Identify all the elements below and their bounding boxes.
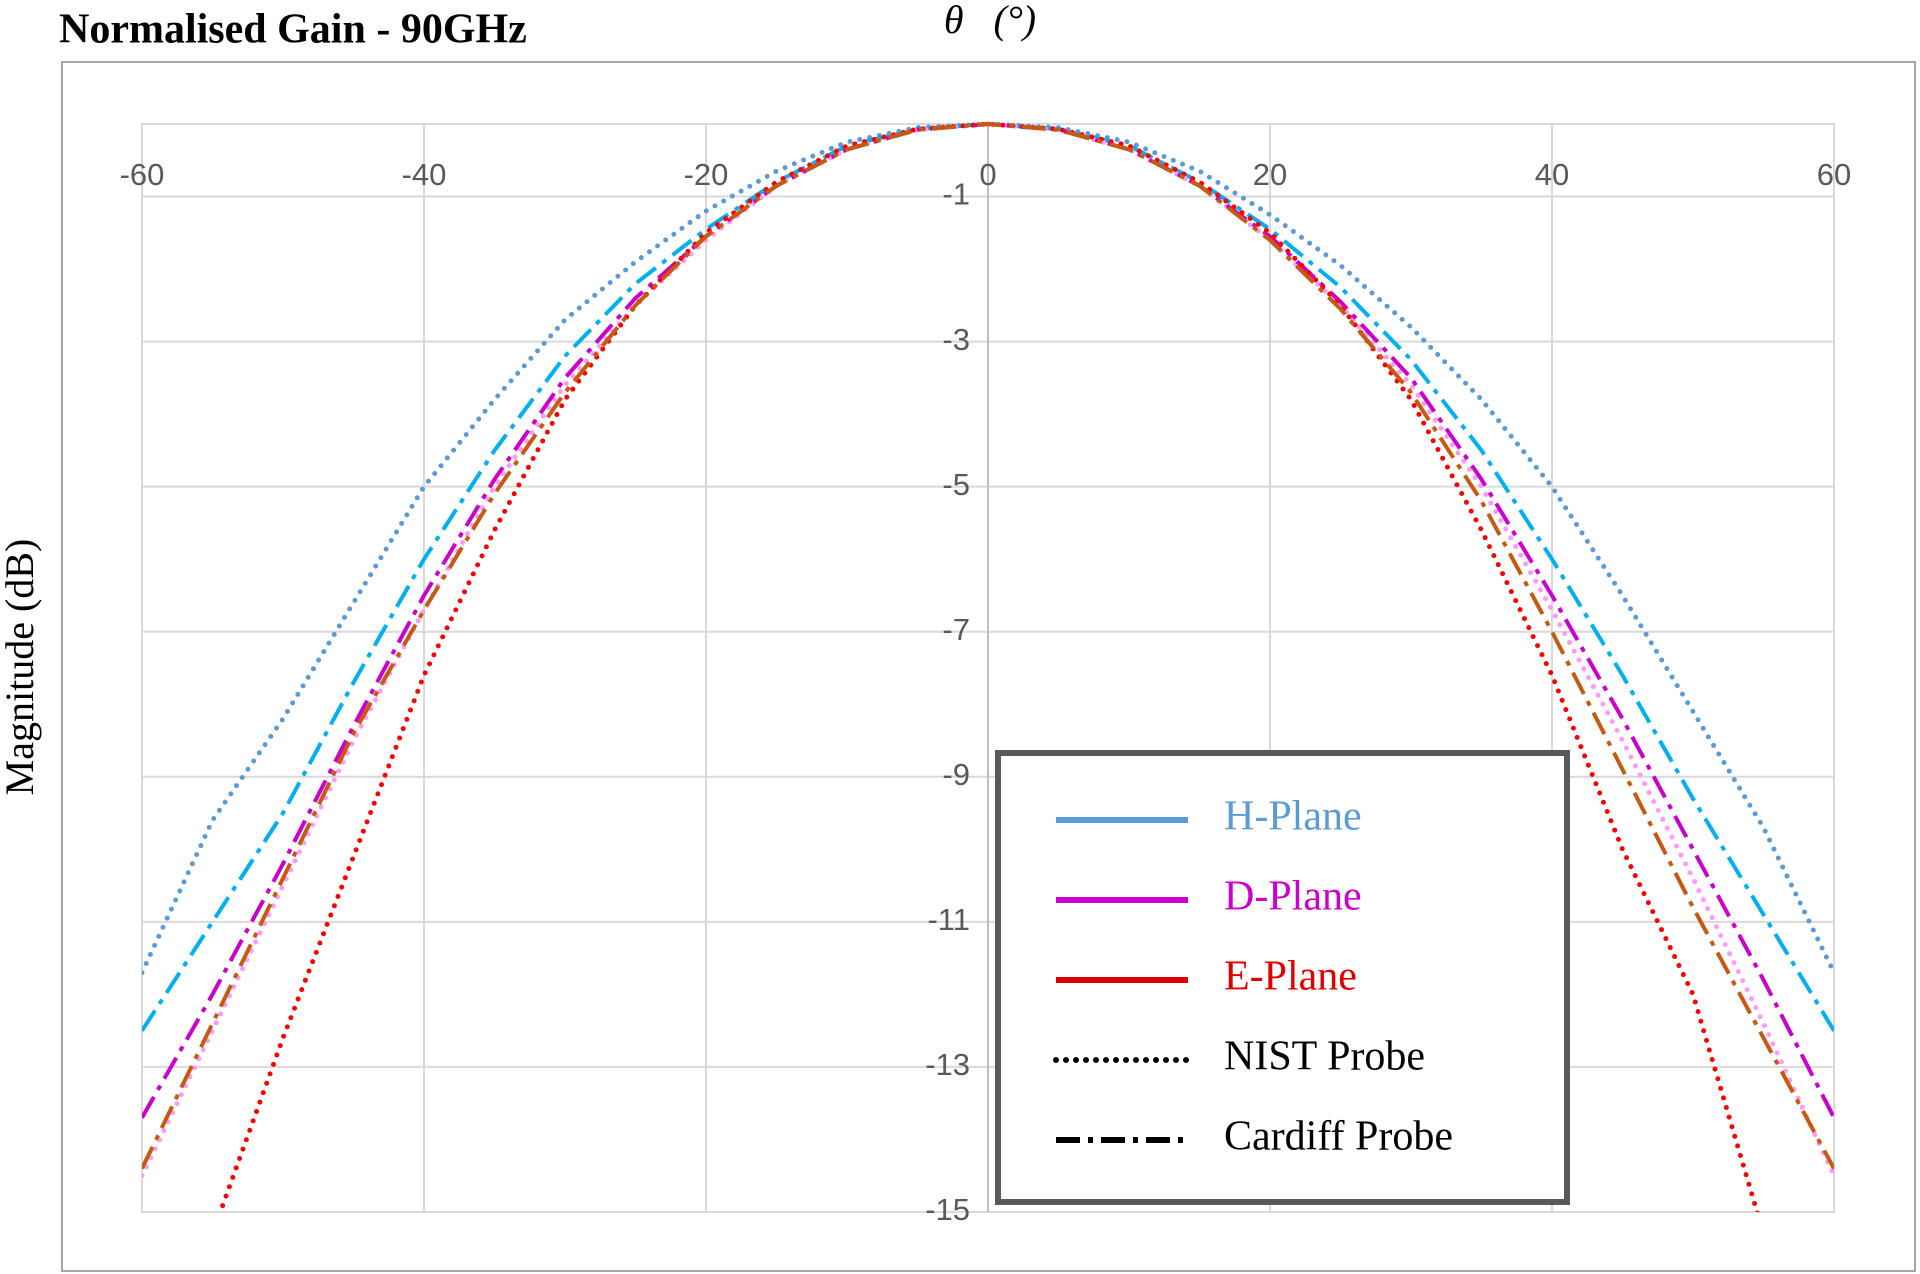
ticks: -60 -40 -20 0 20 40 60 -1 -3 -5 -7 -9 -11 -13 -15 — [120, 157, 1852, 1227]
x-tick-label: 0 — [979, 157, 996, 192]
y-tick-label: -11 — [927, 902, 970, 937]
y-tick-label: -5 — [942, 467, 970, 502]
x-tick-label: 40 — [1535, 157, 1569, 192]
plot-lines — [142, 121, 1834, 1212]
legend-label: D-Plane — [1224, 874, 1362, 920]
x-tick-label: -40 — [402, 157, 447, 192]
x-tick-label: 20 — [1253, 157, 1287, 192]
legend-label: NIST Probe — [1224, 1034, 1425, 1080]
y-tick-label: -7 — [942, 612, 970, 647]
x-tick-label: -60 — [120, 157, 165, 192]
grid — [141, 123, 1835, 1213]
y-tick-label: -13 — [925, 1047, 970, 1082]
x-tick-label: 60 — [1817, 157, 1851, 192]
legend-label: E-Plane — [1224, 954, 1357, 1000]
data-line — [142, 122, 1834, 1170]
chart-border — [61, 61, 1916, 1272]
y-axis-label: Magnitude (dB) — [0, 539, 42, 796]
x-axis-label: θ (°) — [944, 0, 1036, 42]
y-tick-label: -15 — [925, 1192, 970, 1227]
x-tick-label: -20 — [684, 157, 729, 192]
legend: H-Plane D-Plane E-Plane NIST Probe Cardiff P… — [995, 750, 1570, 1205]
y-tick-label: -3 — [942, 322, 970, 357]
data-line — [142, 121, 1834, 1179]
legend-label: Cardiff Probe — [1224, 1114, 1453, 1160]
legend-label: H-Plane — [1224, 794, 1362, 840]
chart-title: Normalised Gain - 90GHz — [59, 7, 527, 53]
y-tick-label: -1 — [942, 177, 970, 212]
y-tick-label: -9 — [942, 757, 970, 792]
